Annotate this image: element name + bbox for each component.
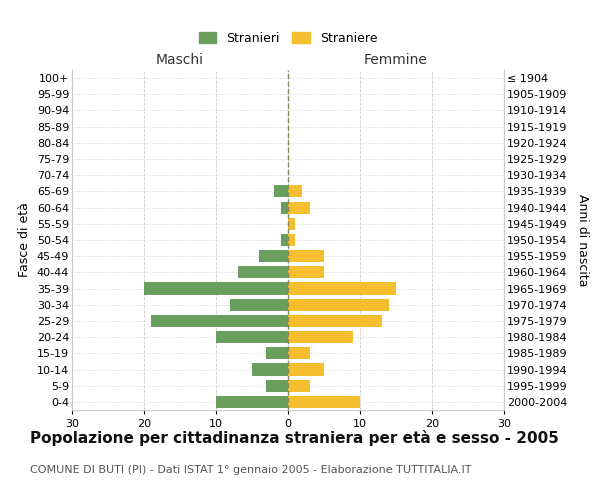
Bar	[288, 331, 353, 343]
Bar	[288, 364, 324, 376]
Bar	[252, 364, 288, 376]
Bar	[288, 202, 310, 213]
Bar	[281, 202, 288, 213]
Bar	[230, 298, 288, 311]
Text: COMUNE DI BUTI (PI) - Dati ISTAT 1° gennaio 2005 - Elaborazione TUTTITALIA.IT: COMUNE DI BUTI (PI) - Dati ISTAT 1° genn…	[30, 465, 472, 475]
Bar	[274, 186, 288, 198]
Bar	[288, 186, 302, 198]
Bar	[288, 396, 360, 408]
Bar	[144, 282, 288, 294]
Y-axis label: Fasce di età: Fasce di età	[18, 202, 31, 278]
Bar	[288, 298, 389, 311]
Text: Popolazione per cittadinanza straniera per età e sesso - 2005: Popolazione per cittadinanza straniera p…	[30, 430, 559, 446]
Text: Femmine: Femmine	[364, 53, 428, 67]
Bar	[288, 266, 324, 278]
Bar	[288, 348, 310, 360]
Bar	[266, 380, 288, 392]
Bar	[238, 266, 288, 278]
Bar	[288, 234, 295, 246]
Bar	[266, 348, 288, 360]
Text: Maschi: Maschi	[156, 53, 204, 67]
Legend: Stranieri, Straniere: Stranieri, Straniere	[199, 32, 377, 45]
Bar	[288, 380, 310, 392]
Bar	[281, 234, 288, 246]
Bar	[288, 282, 396, 294]
Bar	[288, 218, 295, 230]
Bar	[288, 250, 324, 262]
Bar	[151, 315, 288, 327]
Bar	[288, 315, 382, 327]
Bar	[216, 396, 288, 408]
Y-axis label: Anni di nascita: Anni di nascita	[576, 194, 589, 286]
Bar	[259, 250, 288, 262]
Bar	[216, 331, 288, 343]
